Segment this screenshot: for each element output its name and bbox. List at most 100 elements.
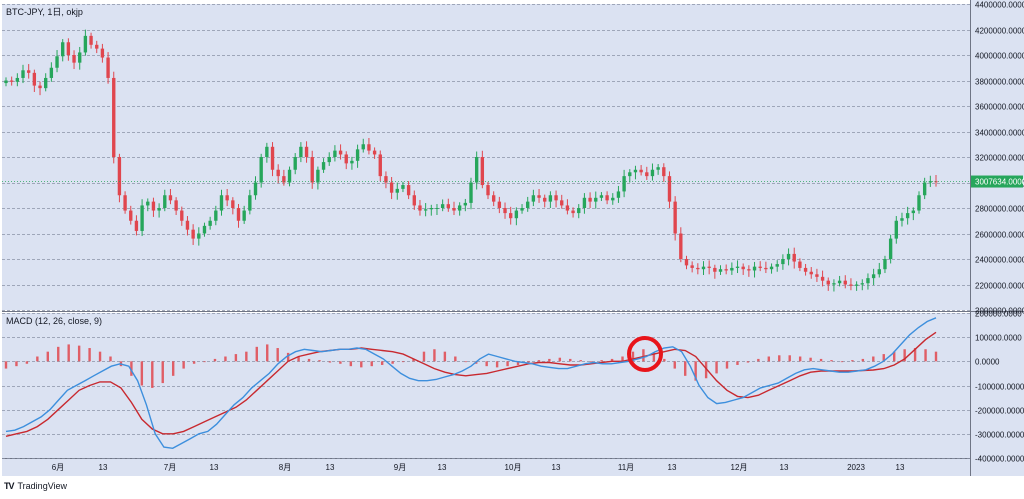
candle-body bbox=[588, 197, 592, 202]
macd-histogram-bar bbox=[579, 360, 582, 362]
candle-body bbox=[775, 264, 779, 267]
candle-body bbox=[66, 42, 71, 55]
macd-histogram-bar bbox=[109, 356, 112, 362]
macd-histogram-bar bbox=[161, 361, 164, 384]
macd-histogram-bar bbox=[548, 358, 551, 362]
macd-signal-line bbox=[5, 331, 937, 437]
candle-body bbox=[174, 200, 178, 211]
candle-body bbox=[769, 266, 774, 270]
candle-body bbox=[560, 200, 564, 206]
macd-histogram-bar bbox=[349, 361, 353, 367]
candle-body bbox=[469, 182, 473, 203]
price-tick-label: 2000000.0000 bbox=[975, 307, 1024, 316]
candle-body bbox=[270, 146, 275, 170]
candle-body bbox=[282, 176, 286, 183]
candle-body bbox=[423, 209, 428, 211]
tradingview-name: TradingView bbox=[17, 481, 68, 491]
candle-body bbox=[350, 160, 354, 164]
candle-body bbox=[191, 229, 195, 239]
candle-body bbox=[231, 200, 235, 208]
candle-body bbox=[21, 70, 25, 78]
candle-body bbox=[440, 204, 445, 208]
time-tick-label: 13 bbox=[668, 463, 677, 472]
candle-body bbox=[628, 172, 632, 177]
candle-body bbox=[219, 195, 224, 211]
candle-body bbox=[474, 157, 479, 183]
macd-histogram-bar bbox=[140, 361, 144, 386]
candle-body bbox=[327, 157, 331, 163]
candle-body bbox=[491, 195, 496, 202]
candle-body bbox=[463, 202, 468, 206]
macd-histogram-bar bbox=[422, 351, 426, 362]
candle-body bbox=[662, 167, 666, 177]
candle-body bbox=[911, 210, 916, 214]
macd-histogram-bar bbox=[266, 344, 269, 362]
candle-body bbox=[832, 283, 836, 285]
candle-body bbox=[713, 267, 717, 272]
price-tick-label: 3400000.0000 bbox=[975, 129, 1024, 138]
candle-body bbox=[106, 57, 110, 78]
candle-body bbox=[446, 204, 451, 208]
candle-body bbox=[690, 265, 694, 268]
candle-body bbox=[900, 218, 904, 221]
macd-histogram-bar bbox=[610, 358, 614, 362]
candle-body bbox=[452, 208, 456, 211]
time-tick-label: 9月 bbox=[394, 463, 406, 472]
candle-body bbox=[849, 284, 853, 286]
candle-body bbox=[679, 233, 683, 259]
macd-histogram-bar bbox=[778, 355, 781, 362]
candle-body bbox=[129, 210, 133, 221]
macd-histogram-bar bbox=[380, 361, 384, 365]
candle-body bbox=[406, 185, 411, 196]
tradingview-brand[interactable]: TV TradingView bbox=[4, 479, 67, 493]
candle-body bbox=[378, 154, 382, 177]
price-axis-bg bbox=[970, 0, 1024, 476]
macd-histogram-bar bbox=[245, 351, 248, 362]
candle-body bbox=[112, 77, 116, 157]
tradingview-logo-icon: TV bbox=[4, 481, 14, 491]
macd-histogram-bar bbox=[485, 361, 488, 367]
candle-body bbox=[168, 195, 173, 201]
candle-body bbox=[140, 205, 144, 231]
candle-body bbox=[934, 181, 938, 183]
candle-body bbox=[117, 157, 122, 196]
candle-body bbox=[214, 210, 218, 221]
candle-body bbox=[837, 280, 842, 284]
candle-body bbox=[509, 213, 513, 219]
macd-tick-label: 200000.0000 bbox=[975, 310, 1022, 319]
macd-histogram-bar bbox=[527, 361, 530, 363]
time-tick-label: 13 bbox=[210, 463, 219, 472]
macd-histogram-bar bbox=[98, 351, 102, 362]
macd-histogram-bar bbox=[704, 361, 708, 379]
candle-body bbox=[826, 280, 830, 285]
candle-body bbox=[928, 181, 933, 183]
macd-histogram-bar bbox=[621, 356, 624, 362]
macd-histogram-bar bbox=[757, 358, 760, 362]
price-tick-label: 3800000.0000 bbox=[975, 78, 1024, 87]
candle-body bbox=[577, 208, 581, 214]
candle-body bbox=[520, 208, 524, 211]
candle-body bbox=[565, 205, 570, 211]
candle-body bbox=[361, 144, 365, 150]
candle-body bbox=[344, 154, 348, 164]
candle-body bbox=[888, 238, 893, 259]
macd-histogram-bar bbox=[798, 356, 802, 362]
candle-body bbox=[89, 35, 93, 45]
macd-histogram-bar bbox=[819, 358, 823, 362]
candle-body bbox=[151, 201, 156, 211]
macd-histogram-bar bbox=[736, 361, 739, 365]
price-tick-label: 4400000.0000 bbox=[975, 1, 1024, 10]
candle-body bbox=[429, 208, 433, 210]
macd-histogram-bar bbox=[4, 361, 8, 369]
macd-histogram-bar bbox=[224, 356, 227, 362]
macd-histogram-bar bbox=[360, 361, 363, 368]
candle-body bbox=[667, 176, 672, 202]
macd-histogram-bar bbox=[57, 346, 60, 362]
time-tick-label: 10月 bbox=[505, 463, 522, 472]
macd-histogram-bar bbox=[433, 349, 436, 362]
candle-body bbox=[38, 85, 42, 89]
macd-histogram-bar bbox=[663, 358, 666, 362]
candle-body bbox=[582, 197, 587, 208]
